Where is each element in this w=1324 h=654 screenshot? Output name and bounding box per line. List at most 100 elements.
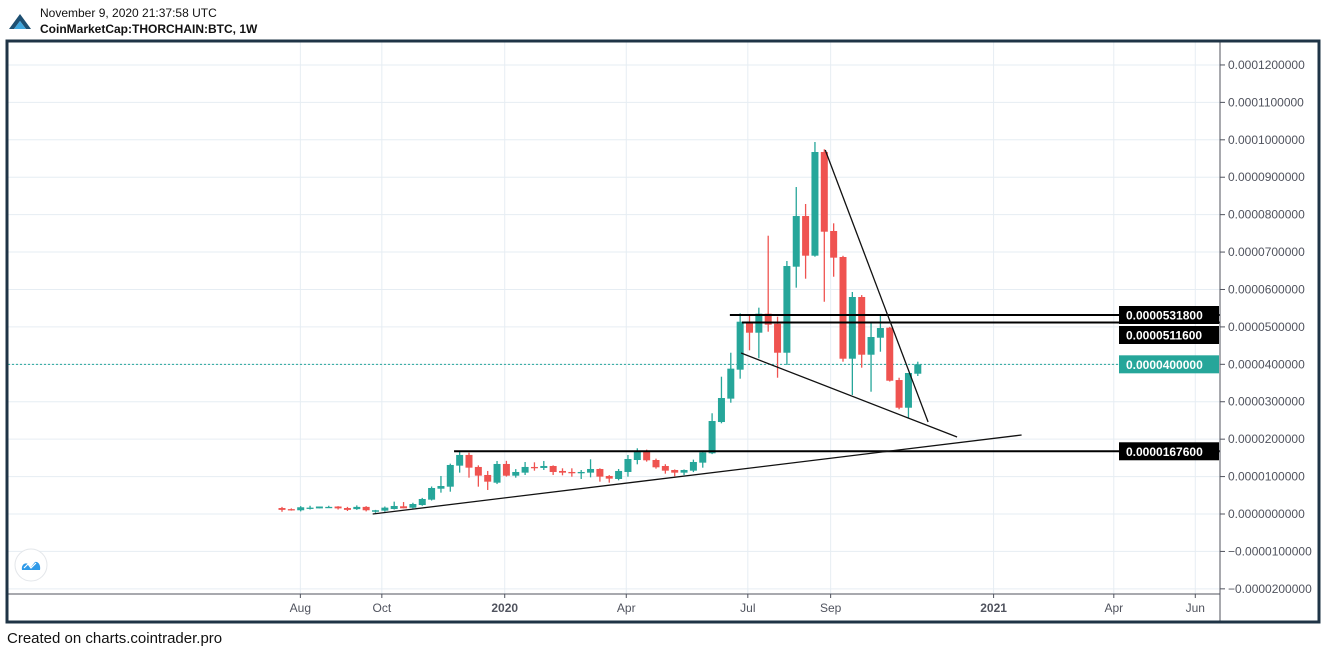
candle[interactable] (689, 459, 697, 473)
candle[interactable] (848, 291, 856, 396)
candle-body[interactable] (746, 321, 753, 333)
candle-body[interactable] (671, 469, 679, 473)
candle-body[interactable] (493, 463, 501, 483)
candle-body[interactable] (783, 266, 791, 353)
candle[interactable] (904, 373, 912, 419)
candle-body[interactable] (306, 507, 314, 509)
candle[interactable] (587, 459, 595, 478)
candle[interactable] (540, 460, 548, 470)
candle[interactable] (512, 469, 520, 478)
candle[interactable] (886, 326, 894, 382)
candle[interactable] (699, 451, 707, 468)
candle[interactable] (858, 295, 866, 368)
candle-body[interactable] (362, 506, 370, 511)
candle[interactable] (418, 497, 426, 506)
candle[interactable] (792, 187, 800, 288)
candle-body[interactable] (372, 510, 379, 512)
candle[interactable] (456, 450, 464, 473)
candle-body[interactable] (661, 465, 669, 471)
candle[interactable] (783, 261, 791, 365)
candle-body[interactable] (512, 471, 520, 476)
candle[interactable] (596, 468, 604, 482)
ascending-support-trendline[interactable] (372, 434, 1022, 515)
candle-body[interactable] (717, 397, 725, 423)
candle-body[interactable] (914, 364, 922, 374)
candle-body[interactable] (727, 368, 735, 399)
candle-body[interactable] (540, 465, 548, 468)
candle[interactable] (736, 313, 744, 379)
candle-body[interactable] (343, 508, 351, 510)
candle[interactable] (867, 323, 875, 392)
candle-body[interactable] (839, 256, 847, 359)
candle[interactable] (708, 413, 716, 455)
candle[interactable] (400, 502, 408, 509)
candle[interactable] (876, 314, 884, 352)
candle[interactable] (820, 149, 828, 302)
candle-body[interactable] (830, 230, 838, 258)
candle-body[interactable] (643, 450, 651, 461)
candle[interactable] (381, 506, 389, 512)
candle-body[interactable] (876, 328, 884, 338)
candle-body[interactable] (867, 337, 875, 355)
candle[interactable] (811, 142, 819, 257)
candle-body[interactable] (605, 475, 613, 479)
candle[interactable] (895, 377, 903, 410)
candle-body[interactable] (587, 468, 595, 473)
candle[interactable] (717, 376, 725, 424)
candle-body[interactable] (465, 454, 473, 468)
candle[interactable] (446, 463, 454, 492)
candle[interactable] (671, 469, 679, 477)
candle-body[interactable] (792, 216, 800, 267)
candle[interactable] (502, 460, 510, 477)
descending-resistance-trendline[interactable] (824, 149, 929, 423)
candle[interactable] (530, 462, 538, 471)
candle[interactable] (297, 506, 305, 512)
candle-body[interactable] (474, 466, 482, 476)
candle[interactable] (764, 235, 772, 332)
candle[interactable] (493, 460, 501, 485)
candle[interactable] (362, 506, 370, 512)
candle[interactable] (830, 223, 838, 277)
candle-body[interactable] (381, 507, 389, 511)
candle-body[interactable] (428, 487, 436, 500)
candle-body[interactable] (904, 373, 912, 408)
candle-body[interactable] (577, 471, 585, 474)
candle-body[interactable] (858, 297, 866, 355)
candle-body[interactable] (502, 463, 510, 476)
candle-body[interactable] (689, 461, 697, 471)
candle[interactable] (521, 461, 529, 475)
candle[interactable] (278, 506, 286, 512)
candle[interactable] (661, 464, 669, 474)
candle[interactable] (343, 506, 351, 512)
candle-body[interactable] (624, 458, 632, 472)
tradingview-logo-icon[interactable] (14, 548, 48, 582)
candle-body[interactable] (400, 506, 408, 509)
candle-body[interactable] (680, 469, 688, 473)
candle-body[interactable] (409, 504, 417, 508)
candle-body[interactable] (811, 151, 819, 256)
candle-body[interactable] (418, 498, 426, 506)
candle[interactable] (315, 506, 323, 509)
candle-body[interactable] (297, 507, 305, 511)
candle[interactable] (353, 505, 361, 510)
candle-body[interactable] (353, 506, 361, 510)
candle-body[interactable] (549, 465, 557, 472)
candle-body[interactable] (456, 454, 464, 466)
candle[interactable] (390, 501, 398, 510)
candle-body[interactable] (615, 470, 623, 479)
candle[interactable] (306, 505, 314, 510)
candle-body[interactable] (886, 327, 894, 381)
plot-area[interactable] (8, 142, 1220, 515)
candle[interactable] (746, 314, 753, 351)
candle[interactable] (287, 508, 295, 511)
candle[interactable] (437, 475, 445, 493)
candle[interactable] (428, 486, 436, 501)
candle-body[interactable] (484, 474, 492, 482)
candle[interactable] (605, 475, 613, 483)
candle[interactable] (624, 454, 632, 477)
candle-body[interactable] (325, 506, 333, 509)
candle-body[interactable] (802, 216, 810, 256)
candle[interactable] (372, 509, 379, 513)
candle[interactable] (409, 502, 417, 509)
candle-body[interactable] (446, 464, 454, 487)
